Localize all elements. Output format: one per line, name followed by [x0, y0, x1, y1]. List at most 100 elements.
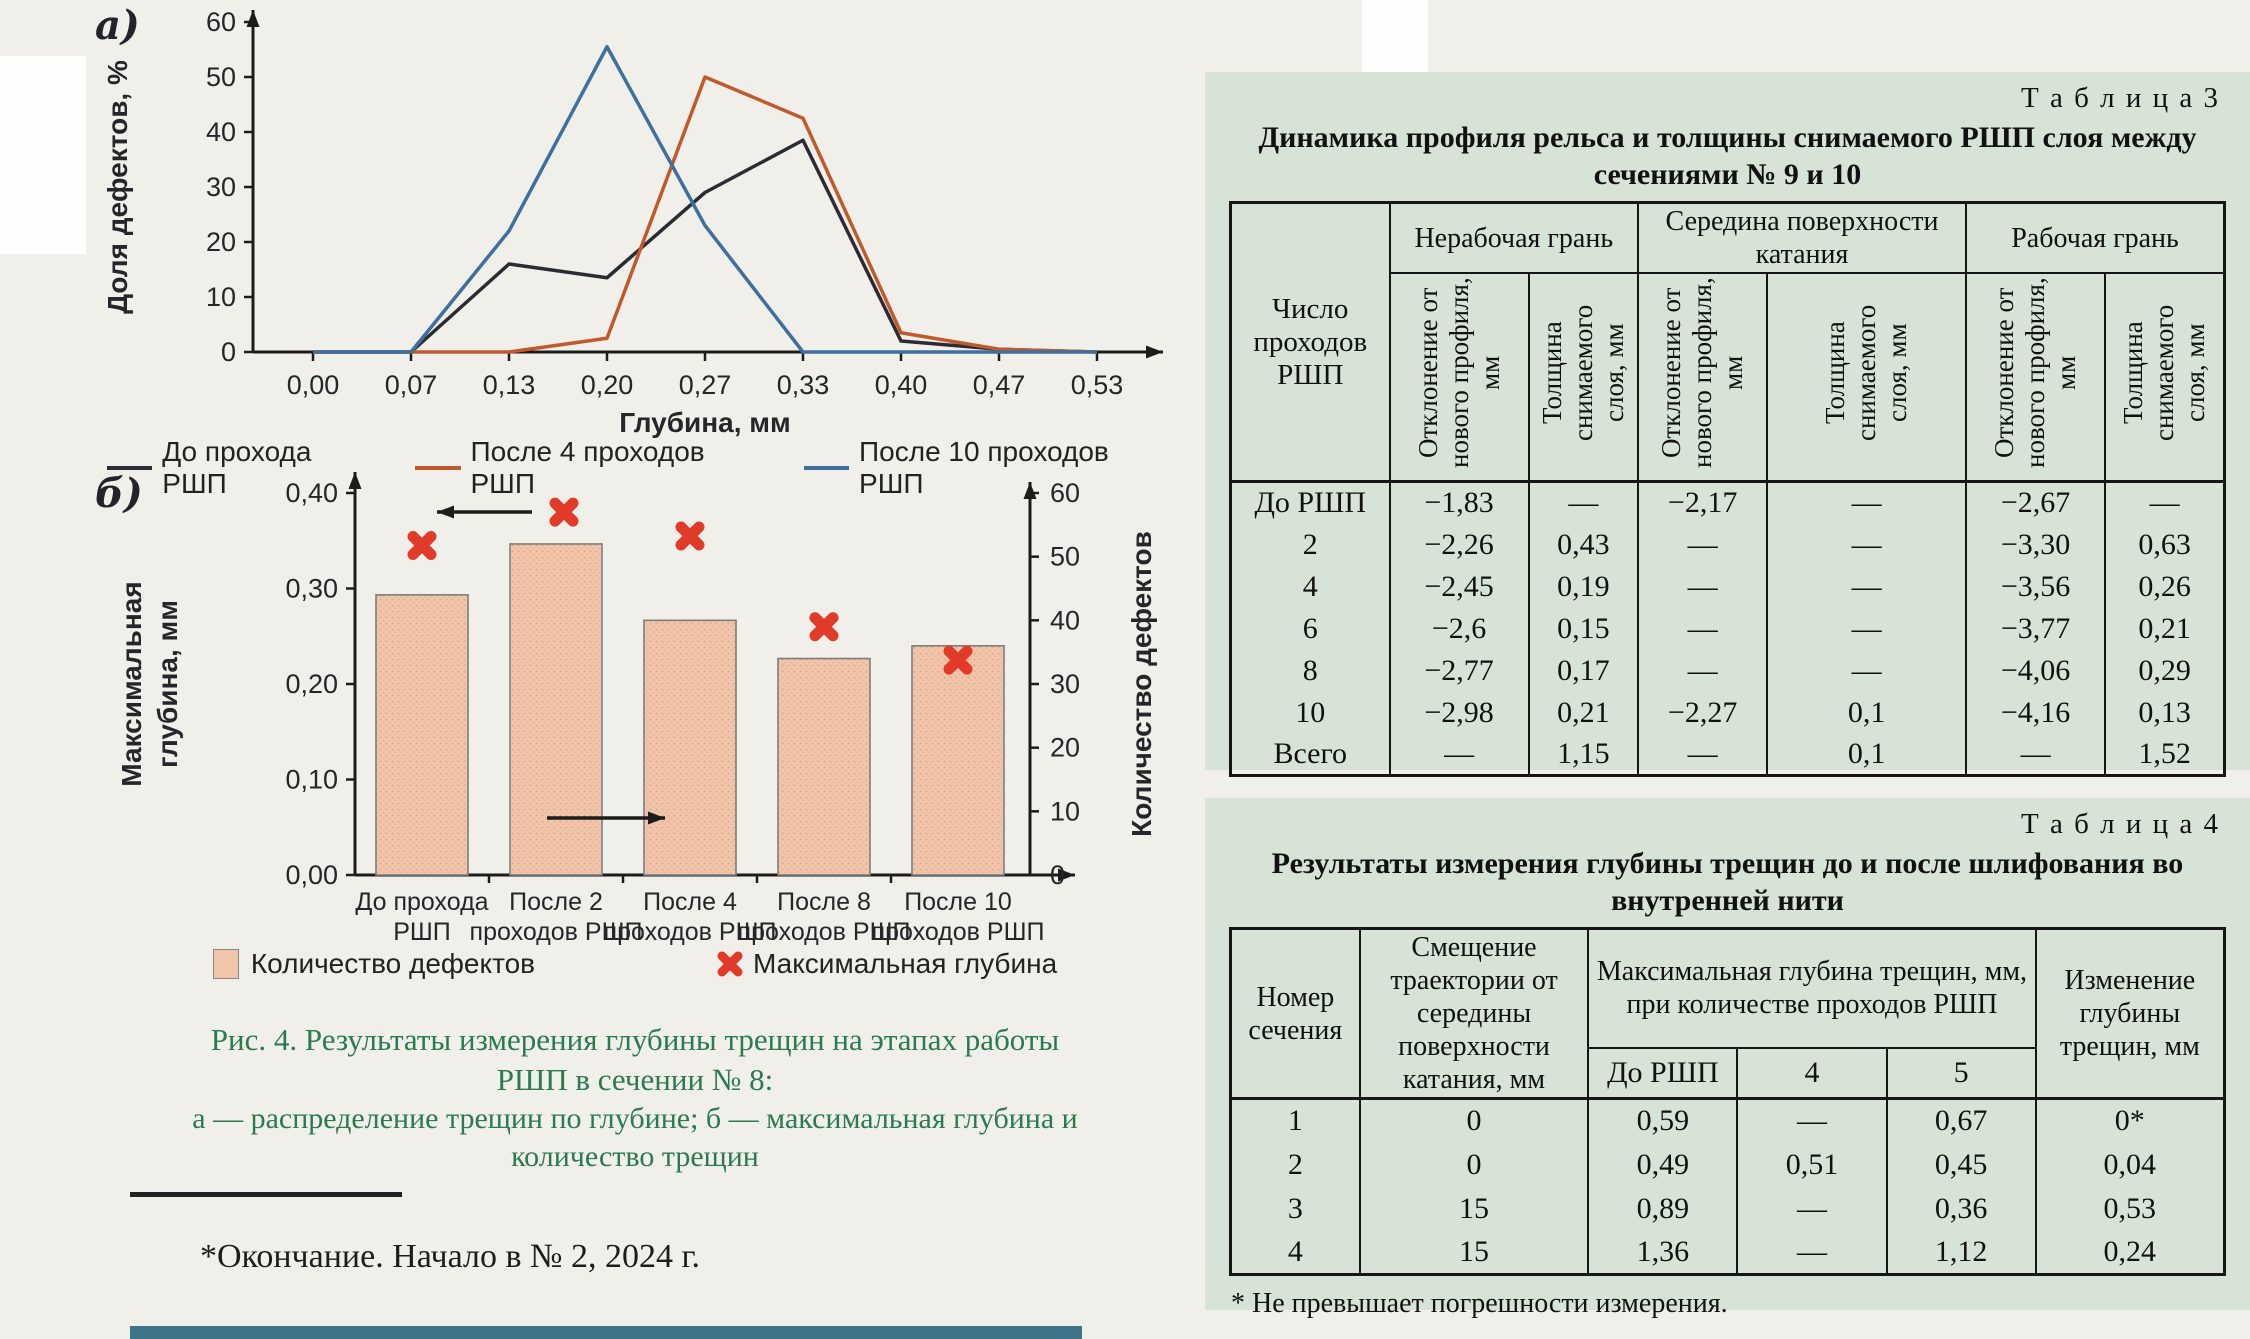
- table-cell: 0,49: [1587, 1142, 1739, 1187]
- table-cell: −2,45: [1388, 565, 1530, 608]
- table-cell: 0: [1358, 1142, 1590, 1187]
- figure-caption: Рис. 4. Результаты измерения глубины тре…: [90, 1020, 1180, 1176]
- table-cell: Всего: [1229, 733, 1391, 776]
- table-cell: До РШП: [1229, 480, 1391, 524]
- table-row: 6 −2,6 0,15— — −3,77 0,21: [1229, 607, 2226, 650]
- svg-text:0,00: 0,00: [287, 370, 340, 400]
- table-3-title: Динамика профиля рельса и толщины снимае…: [1258, 121, 2197, 191]
- table-cell: 0,26: [2104, 565, 2226, 608]
- svg-text:После 10: После 10: [904, 888, 1012, 916]
- svg-text:После 8: После 8: [777, 888, 871, 916]
- table-row: 8 −2,77 0,17— — −4,06 0,29: [1229, 649, 2226, 692]
- table-cell: —: [1637, 649, 1769, 692]
- svg-text:0,27: 0,27: [679, 370, 732, 400]
- legend-item-defect-count: Количество дефектов: [212, 948, 536, 980]
- svg-text:Количество дефектов: Количество дефектов: [1126, 531, 1157, 837]
- footnote-rule: [130, 1192, 402, 1197]
- table-cell: 0,43: [1527, 523, 1640, 566]
- svg-text:50: 50: [1050, 542, 1080, 572]
- svg-text:0: 0: [221, 337, 236, 367]
- table-3-tag: Т а б л и ц а 3: [2021, 82, 2220, 114]
- sub-header-thickness: Толщина снимаемого слоя, мм: [1766, 272, 1968, 483]
- defect-count-bar-4: [911, 645, 1005, 876]
- col-header-depth-change: Изменение глубины трещин, мм: [2034, 927, 2226, 1100]
- svg-text:0,20: 0,20: [581, 370, 634, 400]
- legend-label: Количество дефектов: [250, 948, 536, 979]
- table-cell: −3,30: [1965, 523, 2107, 566]
- svg-text:Доля дефектов, %: Доля дефектов, %: [102, 60, 133, 314]
- table-cell: 1,12: [1885, 1230, 2037, 1275]
- table-cell: 0,45: [1885, 1142, 2037, 1187]
- svg-text:Максимальная: Максимальная: [116, 581, 147, 786]
- table-cell: 0,13: [2104, 691, 2226, 734]
- table-cell: 10: [1229, 691, 1391, 734]
- svg-text:проходов РШП: проходов РШП: [872, 918, 1045, 946]
- cross-marker-swatch: [717, 951, 743, 977]
- svg-text:0,33: 0,33: [777, 370, 830, 400]
- sub-header-5: 5: [1885, 1046, 2037, 1100]
- table-cell: −3,77: [1965, 607, 2107, 650]
- table-3-body: До РШП −1,83— −2,17— −2,67—2 −2,26 0,43— — −3,3…: [1229, 480, 2226, 776]
- table-cell: 0,21: [2104, 607, 2226, 650]
- table-4-footnote: * Не превышает погрешности измерения.: [1231, 1288, 1728, 1319]
- svg-text:0,13: 0,13: [483, 370, 536, 400]
- table-cell: 0,67: [1885, 1097, 2037, 1143]
- table-cell: —: [1637, 523, 1769, 566]
- svg-text:60: 60: [1050, 478, 1080, 508]
- table-row: 10 −2,98 0,21 −2,27 0,1 −4,16 0,13: [1229, 691, 2226, 734]
- table-cell: 0,24: [2034, 1230, 2226, 1275]
- table-cell: 0,17: [1527, 649, 1640, 692]
- table-cell: —: [1736, 1230, 1888, 1275]
- table-cell: —: [1637, 565, 1769, 608]
- table-cell: 1,52: [2104, 733, 2226, 776]
- table-cell: 0,63: [2104, 523, 2226, 566]
- table-cell: 2: [1229, 1142, 1361, 1187]
- table-row: 2 −2,26 0,43— — −3,30 0,63: [1229, 523, 2226, 566]
- table-cell: —: [2104, 480, 2226, 524]
- svg-text:проходов РШП: проходов РШП: [604, 918, 777, 946]
- svg-text:0,07: 0,07: [385, 370, 438, 400]
- max-depth-marker-0: [407, 531, 437, 561]
- caption-sub-line2: количество трещин: [511, 1140, 759, 1173]
- col-header-passes: Число проходов РШП: [1229, 201, 1391, 483]
- table-cell: 1,15: [1527, 733, 1640, 776]
- chart-b-legend: Количество дефектов Максимальная глубина: [85, 948, 1185, 980]
- legend-label: Максимальная глубина: [753, 948, 1058, 979]
- table-cell: 4: [1229, 1230, 1361, 1275]
- svg-text:0,20: 0,20: [285, 669, 338, 699]
- table-cell: —: [1388, 733, 1530, 776]
- table-cell: 2: [1229, 523, 1391, 566]
- table-cell: −4,06: [1965, 649, 2107, 692]
- table-cell: −1,83: [1388, 480, 1530, 524]
- svg-text:0,40: 0,40: [285, 478, 338, 508]
- table-cell: —: [1766, 649, 1968, 692]
- table-cell: 0,21: [1527, 691, 1640, 734]
- defect-count-bar-3: [777, 657, 871, 876]
- line-swatch-blue: [803, 466, 850, 470]
- table-cell: 0,51: [1736, 1142, 1888, 1187]
- table-cell: 6: [1229, 607, 1391, 650]
- table-cell: 1: [1229, 1097, 1361, 1143]
- svg-text:проходов РШП: проходов РШП: [470, 918, 643, 946]
- table-cell: 0,04: [2034, 1142, 2226, 1187]
- table-cell: −2,6: [1388, 607, 1530, 650]
- line-swatch-black: [107, 466, 153, 470]
- table-cell: 0,1: [1766, 733, 1968, 776]
- svg-text:60: 60: [206, 7, 236, 37]
- table-cell: 0,36: [1885, 1186, 2037, 1231]
- sub-header-thickness: Толщина снимаемого слоя, мм: [1527, 272, 1640, 483]
- svg-text:30: 30: [206, 172, 236, 202]
- table-cell: —: [1965, 733, 2107, 776]
- legend-item-after4: После 4 проходов РШП: [415, 436, 760, 500]
- svg-text:10: 10: [206, 282, 236, 312]
- figure-b-label: б): [95, 470, 143, 517]
- svg-text:10: 10: [1050, 796, 1080, 826]
- table-cell: 0: [1358, 1097, 1590, 1143]
- group-header-nonworking-face: Нерабочая грань: [1388, 201, 1640, 274]
- table-cell: 0,59: [1587, 1097, 1739, 1143]
- line-swatch-orange: [415, 466, 461, 470]
- page-footnote: *Окончание. Начало в № 2, 2024 г.: [200, 1238, 701, 1275]
- line-series-1: [313, 75, 1098, 354]
- svg-text:20: 20: [1050, 733, 1080, 763]
- defect-count-bar-1: [509, 543, 603, 876]
